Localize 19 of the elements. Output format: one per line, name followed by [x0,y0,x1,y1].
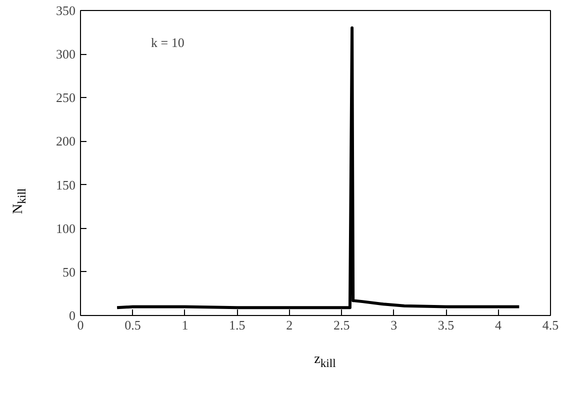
y-tick-label: 50 [62,264,76,280]
x-tick-label: 2.5 [333,318,350,332]
x-tick-label: 2 [286,318,293,332]
x-tick-label: 4.5 [542,318,559,332]
x-tick-label: 3 [390,318,398,332]
y-tick-label: 200 [56,134,76,149]
x-tick-label: 0.5 [124,318,141,332]
x-tick-label: 4 [495,318,502,332]
y-tick-label: 100 [56,220,76,236]
x-tick-label: 1 [182,318,188,332]
annotation: k = 10 [151,35,184,50]
y-tick-label: 0 [69,308,76,323]
y-tick-label: 250 [56,90,76,106]
x-tick-label: 1.5 [229,318,246,332]
y-tick-label: 300 [56,46,76,62]
x-axis-title: z$_{kill}$ [313,351,337,372]
y-tick-label: 150 [56,177,76,192]
y-tick-label: 350 [56,3,76,18]
x-tick-label: 3.5 [438,318,454,332]
